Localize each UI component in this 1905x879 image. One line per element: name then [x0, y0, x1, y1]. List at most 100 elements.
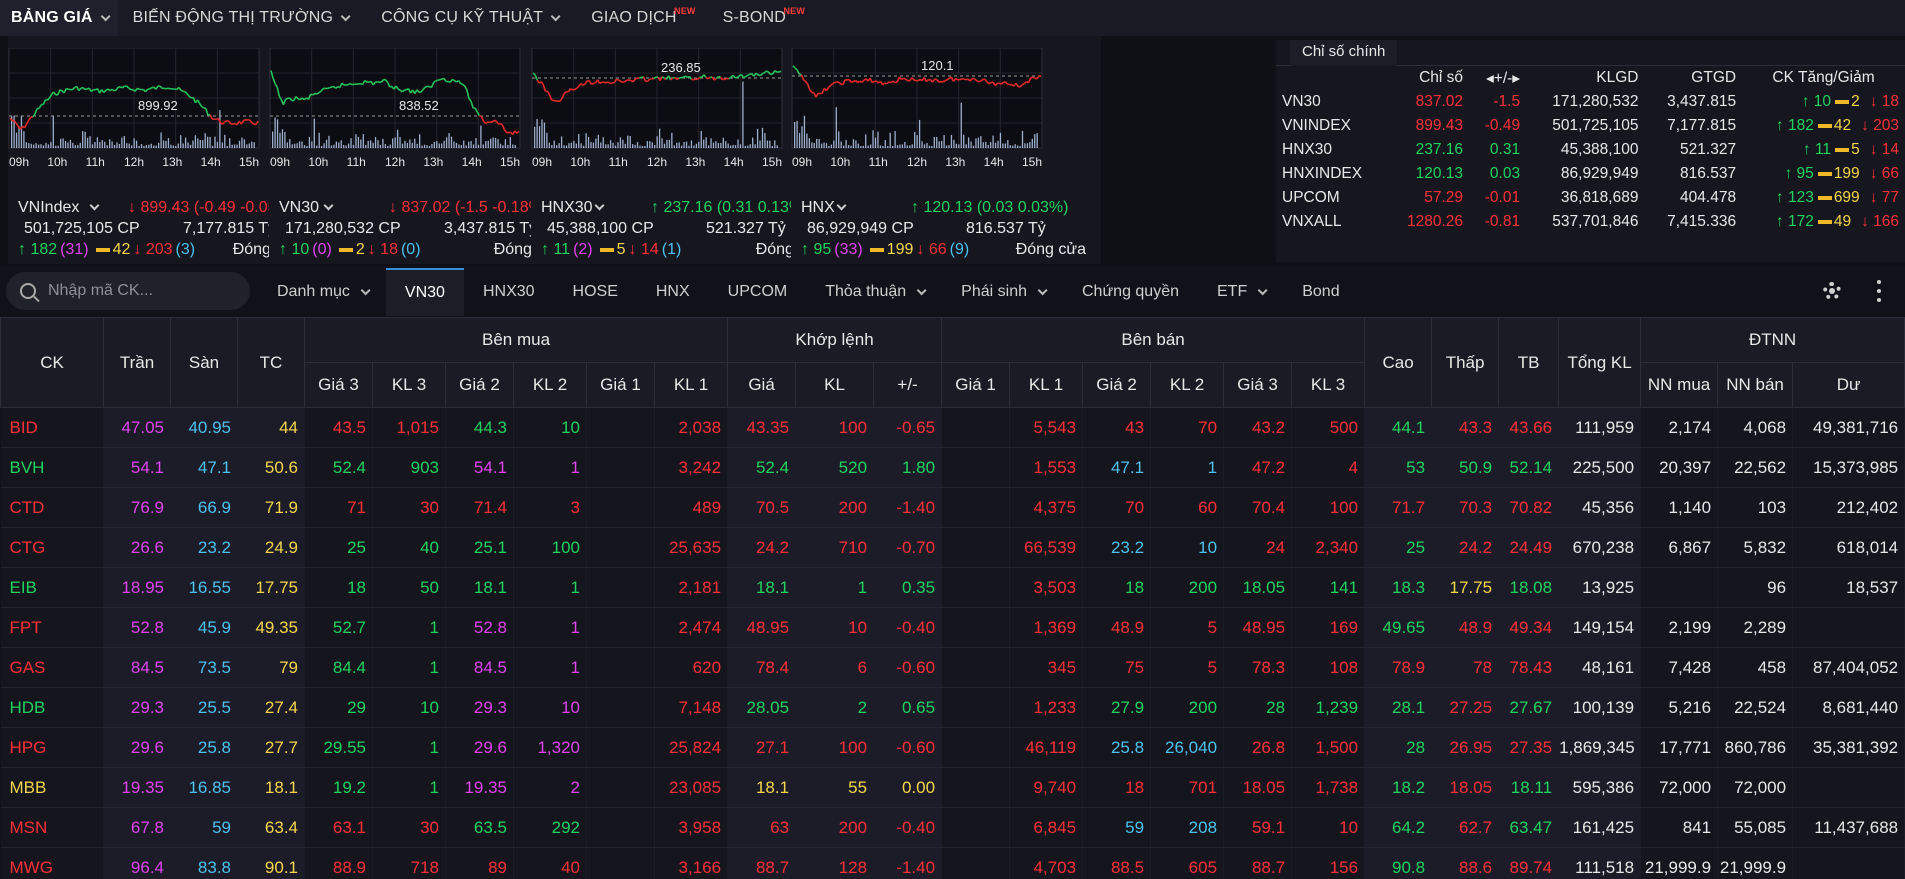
- subheader-cell[interactable]: +/-: [873, 362, 943, 408]
- subheader-cell[interactable]: KL 2: [1150, 362, 1225, 408]
- symbol[interactable]: MSN: [0, 807, 104, 848]
- tab-danh-mục[interactable]: Danh mục: [258, 268, 386, 316]
- subheader-cell[interactable]: Giá: [727, 362, 797, 408]
- bid-price-2: 52.8: [445, 607, 514, 648]
- average-price: 89.74: [1498, 847, 1560, 879]
- tab-thỏa-thuận[interactable]: Thỏa thuận: [806, 268, 942, 316]
- foreign-sell: 458: [1717, 647, 1794, 688]
- main-index-row[interactable]: VN30 837.02 -1.5 171,280,532 3,437.815 ↑ 10 2 ↓…: [1276, 90, 1905, 114]
- subheader-cell[interactable]: Giá 3: [1223, 362, 1293, 408]
- subheader-cell[interactable]: Dư: [1792, 362, 1905, 408]
- table-row[interactable]: GAS 84.5 73.5 79 84.4 1 84.5 1 620 78.4 6 -0.60 345 7…: [0, 647, 1905, 688]
- subheader-cell[interactable]: Giá 2: [1082, 362, 1152, 408]
- symbol[interactable]: CTD: [0, 487, 104, 528]
- volume-bar: [347, 143, 350, 148]
- symbol[interactable]: HPG: [0, 727, 104, 768]
- chevron-down-icon[interactable]: [836, 200, 847, 211]
- main-index-row[interactable]: UPCOM 57.29 -0.01 36,818,689 404.478 ↑ 123 699…: [1276, 186, 1905, 210]
- table-row[interactable]: EIB 18.95 16.55 17.75 18 50 18.1 1 2,181 18.1 1 0.3…: [0, 567, 1905, 608]
- symbol[interactable]: FPT: [0, 607, 104, 648]
- subheader-cell[interactable]: Giá 3: [304, 362, 373, 408]
- price-line-segment: [401, 89, 405, 93]
- gear-icon[interactable]: [1823, 282, 1841, 300]
- price-line-segment: [499, 123, 503, 126]
- main-indices-header[interactable]: GTGD: [1691, 69, 1737, 86]
- tab-label: Thỏa thuận: [825, 283, 907, 300]
- ask-price-3: 28: [1223, 687, 1293, 728]
- chevron-down-icon[interactable]: [323, 200, 334, 211]
- main-index-row[interactable]: VNXALL 1280.26 -0.81 537,701,846 7,415.336 ↑ …: [1276, 210, 1905, 234]
- table-row[interactable]: FPT 52.8 45.9 49.35 52.7 1 52.8 1 2,474 48.95 10 -0…: [0, 607, 1905, 648]
- nav-item-0[interactable]: BẢNG GIÁ: [0, 0, 118, 36]
- table-row[interactable]: BVH 54.1 47.1 50.6 52.4 903 54.1 1 3,242 52.4 520 1…: [0, 447, 1905, 488]
- symbol[interactable]: EIB: [0, 567, 104, 608]
- subheader-cell[interactable]: KL 1: [653, 362, 729, 408]
- nav-item-2[interactable]: CÔNG CỤ KỸ THUẬT: [370, 0, 568, 36]
- tab-hnx[interactable]: HNX: [637, 268, 709, 316]
- price-line-segment: [886, 81, 890, 85]
- subheader-cell[interactable]: KL 1: [1009, 362, 1084, 408]
- match-change: 0.00: [873, 767, 943, 808]
- main-indices-header[interactable]: ◂+/-▸: [1486, 69, 1521, 87]
- tab-bond[interactable]: Bond: [1283, 268, 1358, 316]
- chevron-down-icon[interactable]: [89, 200, 100, 211]
- chevron-down-icon[interactable]: [594, 200, 605, 211]
- intraday-chart: 899.92 09h 10h 11h 12h 13h 14h 15h: [8, 48, 260, 169]
- main-indices-header[interactable]: KLGD: [1596, 69, 1639, 86]
- table-row[interactable]: BID 47.05 40.95 44 43.5 1,015 44.3 10 2,038 43.35…: [0, 407, 1905, 448]
- table-row[interactable]: MBB 19.35 16.85 18.1 19.2 1 19.35 2 23,085 18.1 55…: [0, 767, 1905, 808]
- symbol[interactable]: GAS: [0, 647, 104, 688]
- subheader-cell[interactable]: KL 3: [372, 362, 446, 408]
- symbol[interactable]: BID: [0, 407, 104, 448]
- tab-chứng-quyền[interactable]: Chứng quyền: [1063, 268, 1198, 316]
- tab-main-indices[interactable]: Chỉ số chính: [1290, 40, 1398, 66]
- index-volume-row: 86,929,949 CP 816.537 Tỷ: [801, 220, 1101, 240]
- subheader-cell[interactable]: NN bán: [1717, 362, 1794, 408]
- symbol[interactable]: CTG: [0, 527, 104, 568]
- search-input[interactable]: [48, 282, 228, 300]
- tab-phái-sinh[interactable]: Phái sinh: [942, 268, 1063, 316]
- symbol[interactable]: BVH: [0, 447, 104, 488]
- index-card-hnx[interactable]: 120.1 09h 10h 11h 12h 13h 14h 15h HNX ↑ 120.13 (0…: [791, 36, 1101, 264]
- subheader-cell[interactable]: KL: [795, 362, 875, 408]
- tab-hose[interactable]: HOSE: [554, 268, 637, 316]
- subheader-cell[interactable]: Giá 2: [445, 362, 514, 408]
- main-index-row[interactable]: VNINDEX 899.43 -0.49 501,725,105 7,177.815 ↑ …: [1276, 114, 1905, 138]
- table-row[interactable]: HPG 29.6 25.8 27.7 29.55 1 29.6 1,320 25,824 27.1…: [0, 727, 1905, 768]
- subheader-cell[interactable]: Giá 1: [586, 362, 655, 408]
- symbol[interactable]: MBB: [0, 767, 104, 808]
- symbol[interactable]: MWG: [0, 847, 104, 879]
- unchanged-count: 5: [1851, 141, 1860, 158]
- volume-bar: [431, 144, 433, 148]
- tab-upcom[interactable]: UPCOM: [709, 268, 807, 316]
- symbol[interactable]: HDB: [0, 687, 104, 728]
- tab-etf[interactable]: ETF: [1198, 268, 1283, 316]
- table-row[interactable]: HDB 29.3 25.5 27.4 29 10 29.3 10 7,148 28.05 2 0.65…: [0, 687, 1905, 728]
- subheader-cell[interactable]: Giá 1: [941, 362, 1011, 408]
- more-vertical-icon[interactable]: [1877, 280, 1881, 302]
- nav-item-1[interactable]: BIẾN ĐỘNG THỊ TRƯỜNG: [122, 0, 359, 36]
- nav-item-4[interactable]: S-BOND NEW: [712, 0, 805, 36]
- subheader-cell[interactable]: KL 2: [513, 362, 587, 408]
- main-indices-header[interactable]: Chỉ số: [1419, 69, 1464, 86]
- subheader-cell[interactable]: NN mua: [1640, 362, 1719, 408]
- price-line-segment: [337, 85, 341, 89]
- table-row[interactable]: MWG 96.4 83.8 90.1 88.9 718 89 40 3,166 88.7 128 -1…: [0, 847, 1905, 879]
- table-row[interactable]: MSN 67.8 59 63.4 63.1 30 63.5 292 3,958 63 200 -0.4…: [0, 807, 1905, 848]
- main-index-row[interactable]: HNX30 237.16 0.31 45,388,100 521.327 ↑ 11 5 ↓ 1…: [1276, 138, 1905, 162]
- price-line-segment: [809, 89, 813, 93]
- tab-hnx30[interactable]: HNX30: [464, 268, 554, 316]
- volume-bar: [592, 142, 595, 148]
- table-row[interactable]: CTG 26.6 23.2 24.9 25 40 25.1 100 25,635 24.2 710-…: [0, 527, 1905, 568]
- volume-bar: [823, 142, 825, 148]
- volume-bar: [715, 141, 717, 148]
- table-row[interactable]: CTD 76.9 66.9 71.9 71 30 71.4 3 489 70.5 200 -1.40 4…: [0, 487, 1905, 528]
- index-card-vn30[interactable]: 838.52 09h 10h 11h 12h 13h 14h 15h VN30 ↓ 837.02 …: [269, 36, 579, 264]
- main-index-row[interactable]: HNXINDEX 120.13 0.03 86,929,949 816.537 ↑ 95 1…: [1276, 162, 1905, 186]
- tab-vn30[interactable]: VN30: [385, 268, 464, 316]
- subheader-cell[interactable]: KL 3: [1291, 362, 1366, 408]
- main-indices-header[interactable]: CK Tăng/Giảm: [1772, 69, 1875, 86]
- nav-item-3[interactable]: GIAO DỊCH NEW: [580, 0, 695, 36]
- search-box[interactable]: [6, 272, 250, 310]
- price-line-segment: [553, 99, 557, 102]
